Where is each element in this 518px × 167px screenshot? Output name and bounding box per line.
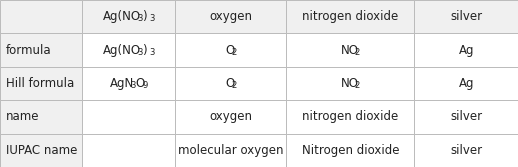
Bar xyxy=(175,0,286,33)
Text: oxygen: oxygen xyxy=(209,10,252,23)
Bar xyxy=(82,0,175,33)
Bar xyxy=(0,0,82,33)
Text: Ag(NO: Ag(NO xyxy=(103,10,141,23)
Bar xyxy=(82,100,175,134)
Text: ): ) xyxy=(142,10,147,23)
Text: 2: 2 xyxy=(232,81,237,90)
Bar xyxy=(414,33,518,67)
Text: NO: NO xyxy=(341,44,359,57)
Text: name: name xyxy=(6,110,40,123)
Bar xyxy=(286,100,414,134)
Text: 2: 2 xyxy=(355,81,360,90)
Text: Ag(NO: Ag(NO xyxy=(103,44,141,57)
Text: oxygen: oxygen xyxy=(209,110,252,123)
Text: 3: 3 xyxy=(131,81,136,90)
Text: O: O xyxy=(225,44,234,57)
Bar xyxy=(0,100,82,134)
Text: Hill formula: Hill formula xyxy=(6,77,75,90)
Text: Ag: Ag xyxy=(458,44,474,57)
Bar xyxy=(175,67,286,100)
Text: formula: formula xyxy=(6,44,52,57)
Bar xyxy=(414,67,518,100)
Bar xyxy=(414,0,518,33)
Bar xyxy=(82,33,175,67)
Bar xyxy=(82,134,175,167)
Bar xyxy=(0,33,82,67)
Text: IUPAC name: IUPAC name xyxy=(6,144,78,157)
Text: 2: 2 xyxy=(355,48,360,57)
Text: 3: 3 xyxy=(149,14,154,23)
Text: O: O xyxy=(225,77,234,90)
Bar xyxy=(286,0,414,33)
Text: ): ) xyxy=(142,44,147,57)
Bar xyxy=(0,67,82,100)
Bar xyxy=(286,33,414,67)
Bar xyxy=(414,100,518,134)
Bar xyxy=(175,100,286,134)
Text: O: O xyxy=(135,77,145,90)
Text: 9: 9 xyxy=(142,81,148,90)
Bar xyxy=(286,67,414,100)
Bar xyxy=(0,134,82,167)
Text: NO: NO xyxy=(341,77,359,90)
Text: silver: silver xyxy=(450,144,482,157)
Bar xyxy=(175,33,286,67)
Text: silver: silver xyxy=(450,110,482,123)
Text: silver: silver xyxy=(450,10,482,23)
Text: Nitrogen dioxide: Nitrogen dioxide xyxy=(301,144,399,157)
Text: 2: 2 xyxy=(232,48,237,57)
Bar xyxy=(414,134,518,167)
Bar xyxy=(286,134,414,167)
Text: 3: 3 xyxy=(137,48,142,57)
Bar xyxy=(82,67,175,100)
Text: molecular oxygen: molecular oxygen xyxy=(178,144,283,157)
Text: nitrogen dioxide: nitrogen dioxide xyxy=(303,110,398,123)
Text: AgN: AgN xyxy=(110,77,134,90)
Text: Ag: Ag xyxy=(458,77,474,90)
Text: nitrogen dioxide: nitrogen dioxide xyxy=(303,10,398,23)
Text: 3: 3 xyxy=(137,14,142,23)
Text: 3: 3 xyxy=(149,48,154,57)
Bar xyxy=(175,134,286,167)
